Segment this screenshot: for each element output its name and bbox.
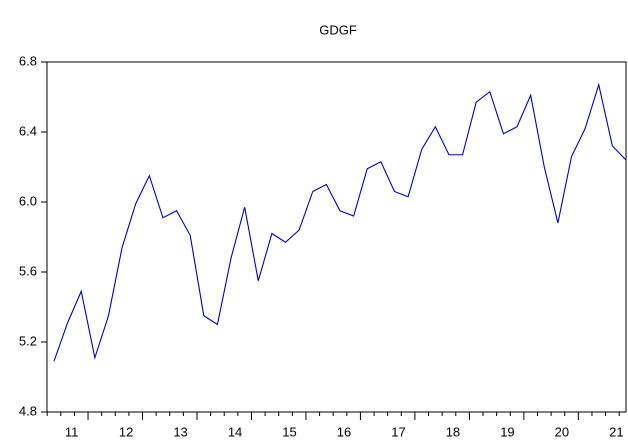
- x-tick-label: 13: [173, 424, 187, 439]
- x-tick-label: 19: [500, 424, 514, 439]
- data-line: [53, 82, 627, 362]
- y-tick-label: 6.4: [19, 123, 37, 138]
- y-tick-label: 6.8: [19, 53, 37, 68]
- x-tick-label: 16: [337, 424, 351, 439]
- y-tick-label: 5.2: [19, 333, 37, 348]
- x-tick-label: 14: [228, 424, 242, 439]
- x-tick-label: 11: [65, 424, 79, 439]
- y-tick-label: 6.0: [19, 193, 37, 208]
- plot-frame: [46, 61, 627, 413]
- x-tick-label: 15: [282, 424, 296, 439]
- x-tick-label: 18: [446, 424, 460, 439]
- y-tick-label: 5.6: [19, 263, 37, 278]
- chart-title: GDGF: [319, 22, 357, 37]
- x-tick-label: 21: [609, 424, 623, 439]
- y-tick-label: 4.8: [19, 403, 37, 418]
- x-tick-label: 20: [555, 424, 569, 439]
- x-tick-label: 17: [391, 424, 405, 439]
- x-tick-label: 12: [119, 424, 133, 439]
